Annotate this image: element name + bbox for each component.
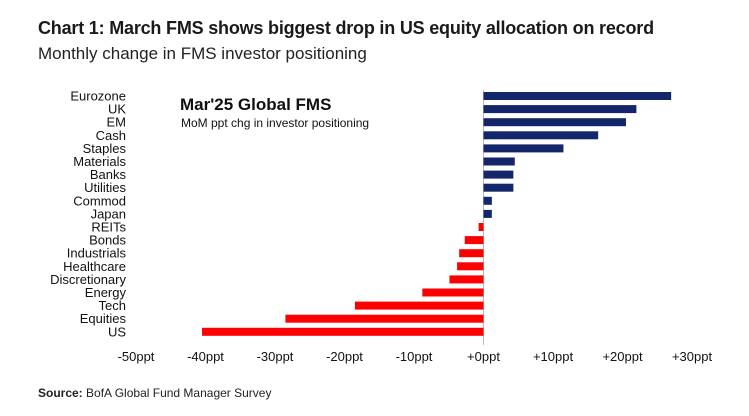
category-label: Bonds (89, 233, 126, 248)
bar-utilities (483, 183, 514, 192)
category-label: Materials (73, 154, 126, 169)
bar-commod (483, 196, 492, 205)
inset-title: Mar'25 Global FMS (180, 95, 331, 114)
x-tick-label: -10ppt (396, 349, 433, 364)
source-note: Source: BofA Global Fund Manager Survey (38, 386, 271, 400)
x-tick-label: +20ppt (602, 349, 643, 364)
x-tick-label: -20ppt (326, 349, 363, 364)
category-label: Healthcare (63, 259, 126, 274)
x-tick-label: +10ppt (533, 349, 574, 364)
bar-materials (483, 157, 515, 166)
category-label: Eurozone (70, 89, 126, 104)
bar-bonds (464, 236, 484, 245)
category-label: Japan (91, 206, 126, 221)
bar-uk (483, 105, 637, 114)
source-text: BofA Global Fund Manager Survey (86, 386, 272, 400)
bar-banks (483, 170, 514, 179)
x-axis-ticks: -50ppt -40ppt -30ppt -20ppt -10ppt +0ppt +10pp… (118, 349, 713, 364)
category-label: US (108, 324, 126, 339)
bar-industrials (459, 249, 484, 258)
category-label: Equities (80, 311, 127, 326)
bar-us (202, 327, 484, 336)
bars-group (202, 90, 672, 345)
category-label: Utilities (84, 180, 126, 195)
category-label: EM (107, 115, 127, 130)
bar-equities (285, 314, 484, 323)
source-label: Source: (38, 386, 83, 400)
bar-discretionary (449, 275, 484, 284)
bar-tech (354, 301, 484, 310)
inset-subtitle: MoM ppt chg in investor positioning (181, 116, 369, 130)
x-tick-label: +0ppt (467, 349, 500, 364)
x-tick-label: -40ppt (187, 349, 224, 364)
category-label: Industrials (67, 246, 127, 261)
bar-energy (422, 288, 484, 297)
bar-cash (483, 131, 599, 140)
x-tick-label: -30ppt (257, 349, 294, 364)
category-label: REITs (91, 220, 126, 235)
x-tick-label: -50ppt (118, 349, 155, 364)
bar-em (483, 118, 626, 127)
category-label: UK (108, 102, 126, 117)
x-tick-label: +30ppt (672, 349, 713, 364)
category-label: Cash (96, 128, 126, 143)
category-label: Tech (99, 298, 126, 313)
chart-subtitle: Monthly change in FMS investor positioni… (38, 44, 367, 63)
category-label: Energy (85, 285, 127, 300)
bar-healthcare (457, 262, 484, 271)
bar-reits (478, 223, 484, 231)
bar-eurozone (483, 92, 672, 100)
category-labels: EurozoneUKEMCashStaplesMaterialsBanksUti… (50, 89, 126, 340)
category-label: Discretionary (50, 272, 126, 287)
bar-staples (483, 144, 564, 153)
chart-title: Chart 1: March FMS shows biggest drop in… (38, 18, 654, 38)
category-label: Staples (83, 141, 127, 156)
category-label: Commod (73, 193, 126, 208)
category-label: Banks (90, 167, 127, 182)
bar-japan (483, 209, 492, 218)
